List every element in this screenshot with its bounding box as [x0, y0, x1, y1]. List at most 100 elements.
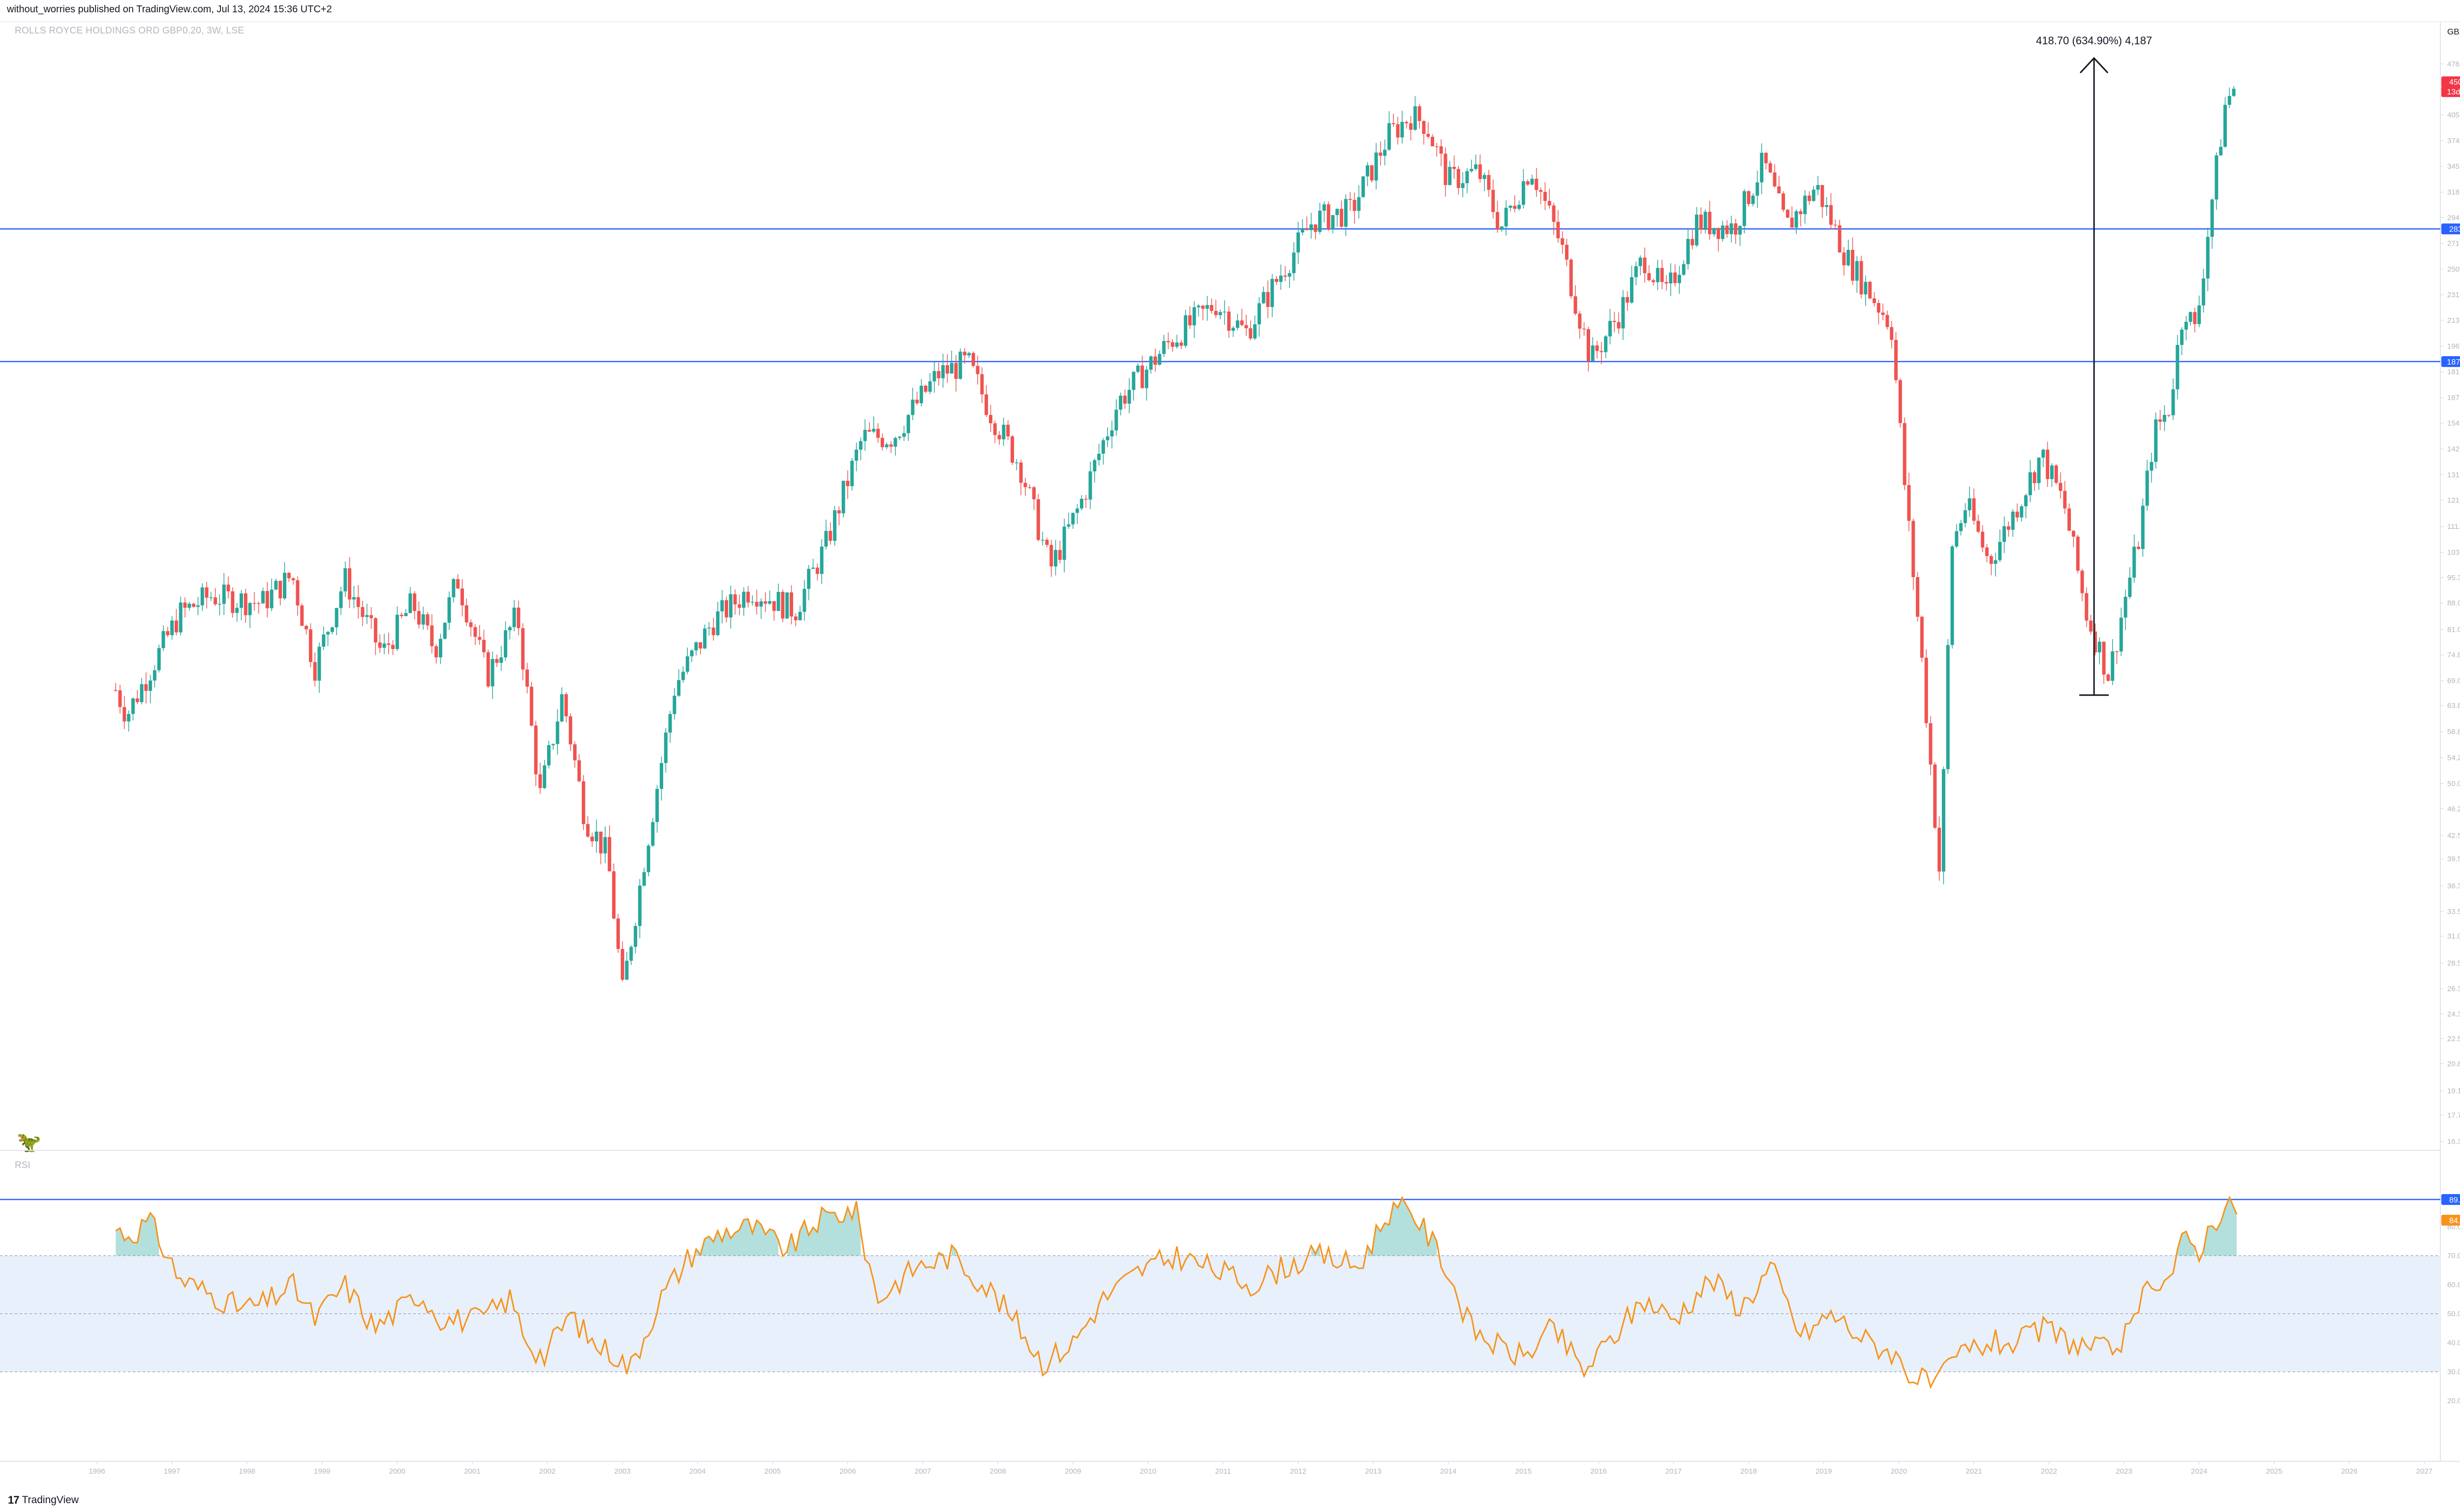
candle: [1344, 194, 1348, 236]
candle-body: [118, 690, 122, 707]
tradingview-logo[interactable]: 17 TradingView: [8, 1494, 79, 1507]
symbol-title: ROLLS ROYCE HOLDINGS ORD GBP0.20, 3W, LS…: [15, 26, 245, 36]
candle-body: [1621, 297, 1625, 329]
candle: [2232, 86, 2236, 97]
price-badge-text: 13d 3h: [2447, 88, 2460, 96]
candle-body: [408, 593, 412, 613]
horizontal-levels[interactable]: [0, 228, 2440, 363]
y-tick-label: 28.50: [2447, 959, 2460, 967]
y-tick-label: 271.30: [2447, 240, 2460, 248]
candle-body: [1842, 252, 1846, 266]
candle-body: [1387, 123, 1391, 150]
candle: [612, 864, 616, 920]
y-tick-label: 405.60: [2447, 111, 2460, 120]
candle-body: [837, 510, 841, 514]
candle-body: [1244, 325, 1248, 329]
candle-body: [1556, 221, 1560, 239]
candle-body: [339, 591, 343, 608]
candle-body: [898, 436, 902, 438]
candle: [118, 684, 122, 714]
candle: [1652, 278, 1656, 286]
candle-body: [1591, 345, 1595, 362]
candle: [1353, 192, 1356, 224]
candle-body: [867, 430, 871, 432]
candle-body: [1184, 315, 1188, 346]
candle: [1166, 332, 1170, 349]
candle-body: [2024, 495, 2028, 507]
candle: [655, 785, 659, 833]
candle-body: [1963, 510, 1967, 524]
candle-body: [1045, 540, 1049, 545]
candle: [2123, 589, 2127, 630]
candle: [296, 576, 300, 616]
candle: [932, 362, 936, 393]
candle-body: [772, 601, 776, 611]
candle-body: [1630, 277, 1633, 303]
candle: [1300, 219, 1304, 236]
y-tick-label: 42.50: [2447, 832, 2460, 840]
candle: [1054, 540, 1058, 576]
candle: [2067, 503, 2071, 531]
candle-body: [1188, 315, 1192, 326]
candle-body: [738, 604, 741, 608]
candle: [2037, 457, 2041, 490]
candle: [898, 435, 902, 440]
candle-body: [2141, 505, 2145, 549]
candle-body: [560, 694, 564, 722]
candle: [923, 385, 927, 394]
candle: [1257, 297, 1261, 337]
candle: [1859, 255, 1863, 299]
candle-body: [417, 611, 421, 625]
y-tick-label: 74.80: [2447, 651, 2460, 659]
measure-arrow-icon[interactable]: [2080, 57, 2109, 74]
candle-body: [1179, 342, 1183, 346]
candle: [1179, 339, 1183, 349]
candle: [1760, 143, 1764, 194]
candle: [430, 614, 434, 654]
x-tick-label: 2007: [915, 1467, 931, 1476]
candle: [1500, 226, 1504, 232]
candle: [1279, 264, 1283, 290]
candle-body: [1365, 165, 1369, 177]
candle-body: [2219, 147, 2223, 155]
candle-body: [400, 615, 403, 617]
candle: [1547, 188, 1551, 209]
candle-body: [781, 591, 785, 619]
candle-body: [192, 604, 196, 607]
candle: [1144, 366, 1148, 401]
candle: [1530, 175, 1534, 185]
candle: [231, 587, 235, 618]
candle-body: [174, 620, 178, 633]
candle-body: [932, 371, 936, 382]
candle-body: [642, 872, 646, 886]
candle: [807, 565, 811, 601]
candle: [1340, 200, 1344, 230]
candle: [1816, 176, 1820, 195]
price-badge: 13d 3h: [2441, 86, 2460, 97]
candle-body: [1643, 257, 1647, 274]
candle: [248, 602, 252, 628]
y-tick-label: 36.30: [2447, 882, 2460, 890]
candle-body: [317, 647, 321, 681]
candle-body: [1275, 278, 1279, 282]
candle-body: [1691, 239, 1694, 246]
candle-body: [2188, 312, 2192, 322]
candle-body: [161, 631, 165, 648]
candle-body: [720, 600, 724, 612]
candle-body: [547, 745, 551, 766]
x-tick-label: 2026: [2341, 1467, 2357, 1476]
candle: [746, 586, 750, 608]
candle: [1647, 265, 1651, 282]
candle: [772, 601, 776, 621]
candle-body: [1496, 212, 1500, 230]
candle: [1227, 306, 1231, 338]
candle-body: [1071, 513, 1075, 525]
candle: [699, 642, 703, 654]
candle: [928, 373, 932, 395]
candle-body: [300, 605, 304, 626]
candle: [764, 592, 768, 612]
candle-body: [1283, 276, 1287, 277]
price-range-measure[interactable]: 418.70 (634.90%) 4,187: [2036, 34, 2152, 696]
candle: [1864, 275, 1868, 306]
